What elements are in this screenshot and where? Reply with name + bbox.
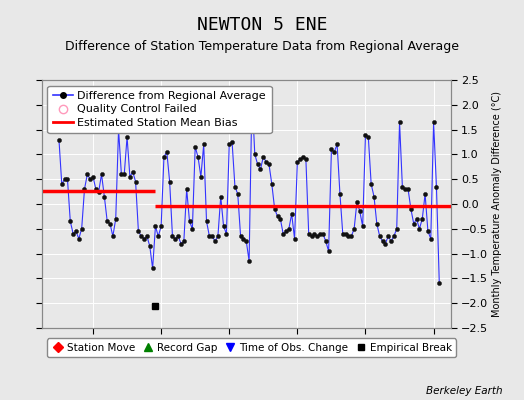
Y-axis label: Monthly Temperature Anomaly Difference (°C): Monthly Temperature Anomaly Difference (…	[493, 91, 503, 317]
Text: NEWTON 5 ENE: NEWTON 5 ENE	[196, 16, 328, 34]
Legend: Station Move, Record Gap, Time of Obs. Change, Empirical Break: Station Move, Record Gap, Time of Obs. C…	[47, 338, 456, 357]
Legend: Difference from Regional Average, Quality Control Failed, Estimated Station Mean: Difference from Regional Average, Qualit…	[48, 86, 271, 133]
Text: Difference of Station Temperature Data from Regional Average: Difference of Station Temperature Data f…	[65, 40, 459, 53]
Text: Berkeley Earth: Berkeley Earth	[427, 386, 503, 396]
